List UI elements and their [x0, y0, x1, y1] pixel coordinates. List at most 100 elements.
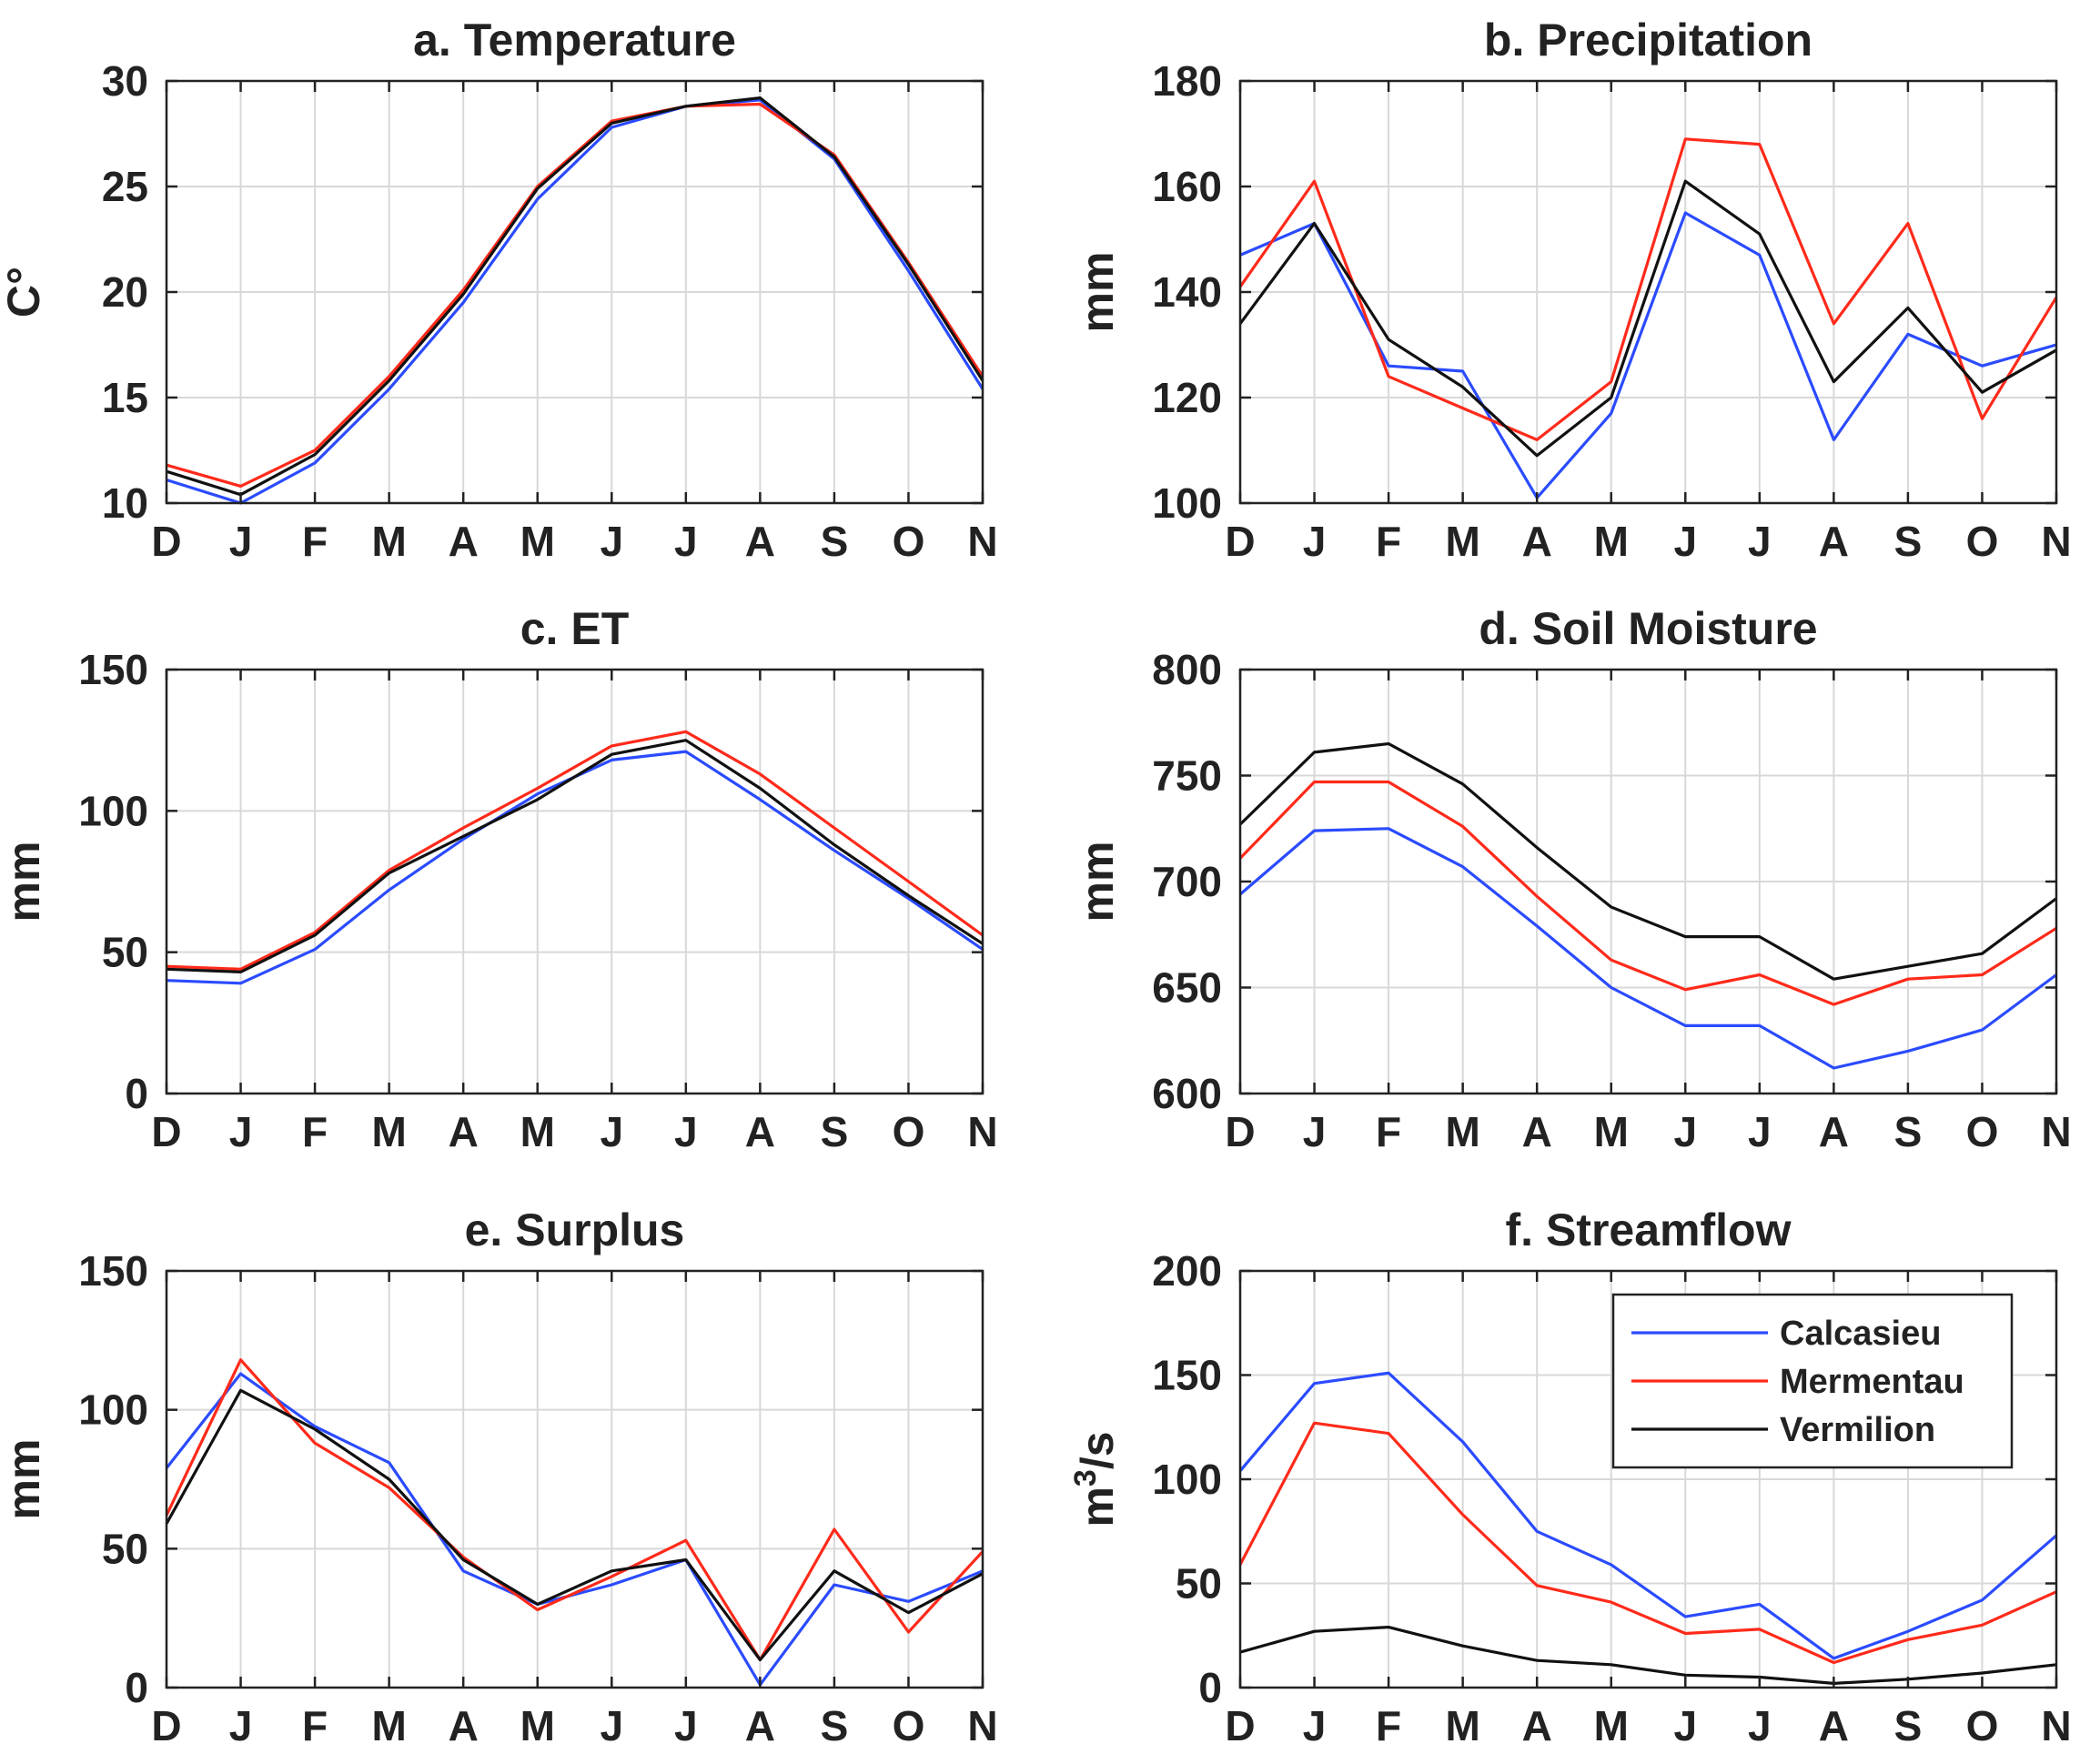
chart-title-b: b. Precipitation	[1484, 15, 1812, 66]
y-axis-label-e: mm	[0, 1439, 49, 1520]
series-line-mermentau-c	[166, 730, 984, 971]
x-tick-label-b: A	[1819, 518, 1849, 565]
series-line-vermilion-e	[165, 1388, 984, 1662]
x-tick-label-b: D	[1225, 518, 1255, 565]
x-tick-label-a: D	[151, 518, 181, 565]
chart-title-a: a. Temperature	[413, 15, 736, 66]
x-tick-label-c: A	[449, 1108, 479, 1155]
legend-label-vermilion: Vermilion	[1780, 1411, 1935, 1449]
y-tick-label-c: 100	[78, 787, 148, 834]
y-axis-label-c: mm	[0, 842, 49, 922]
x-tick-label-a: J	[229, 518, 253, 565]
x-tick-label-a: J	[600, 518, 623, 565]
chart-title-e: e. Surplus	[465, 1205, 685, 1255]
x-tick-label-e: F	[302, 1702, 328, 1749]
series-line-vermilion-f	[1239, 1625, 2057, 1686]
x-tick-label-b: N	[2041, 518, 2071, 565]
x-tick-label-a: F	[302, 518, 328, 565]
x-tick-label-a: S	[821, 518, 849, 565]
x-tick-label-b: J	[1303, 518, 1327, 565]
x-tick-label-e: O	[893, 1702, 925, 1749]
x-tick-label-b: O	[1966, 518, 1999, 565]
series-line-calcasieu-d	[1238, 827, 2057, 1070]
x-tick-label-e: D	[151, 1702, 181, 1749]
x-tick-label-b: S	[1894, 518, 1923, 565]
x-tick-label-f: F	[1376, 1702, 1401, 1749]
x-tick-label-f: J	[1303, 1702, 1327, 1749]
y-tick-label-f: 50	[1176, 1560, 1222, 1608]
x-tick-label-f: S	[1894, 1702, 1923, 1749]
legend: Calcasieu Mermentau Vermilion	[1611, 1293, 2014, 1469]
x-tick-label-f: J	[1748, 1702, 1772, 1749]
x-tick-label-e: A	[449, 1702, 479, 1749]
y-tick-label-a: 10	[102, 479, 148, 527]
y-axis-label-b: mm	[1072, 252, 1123, 333]
chart-title-c: c. ET	[520, 603, 629, 654]
x-tick-label-a: A	[745, 518, 775, 565]
x-tick-label-a: M	[520, 518, 555, 565]
x-tick-label-e: A	[745, 1702, 775, 1749]
series-line-calcasieu-f	[1238, 1371, 2058, 1660]
x-tick-label-f: N	[2041, 1702, 2071, 1749]
y-tick-label-d: 650	[1152, 964, 1222, 1012]
series-line-vermilion-c	[166, 739, 984, 974]
x-tick-label-c: S	[821, 1108, 849, 1155]
y-tick-label-f: 100	[1152, 1456, 1222, 1503]
x-tick-label-d: F	[1376, 1108, 1401, 1155]
x-tick-label-b: M	[1594, 518, 1629, 565]
x-tick-label-b: M	[1445, 518, 1479, 565]
series-line-mermentau-f	[1238, 1421, 2057, 1665]
y-tick-label-c: 150	[78, 646, 148, 693]
x-tick-label-a: A	[449, 518, 479, 565]
x-tick-label-f: A	[1819, 1702, 1849, 1749]
x-tick-label-f: M	[1594, 1702, 1629, 1749]
x-tick-label-d: S	[1894, 1108, 1923, 1155]
series-line-mermentau-e	[165, 1358, 984, 1662]
y-tick-label-e: 0	[125, 1664, 148, 1711]
series-line-calcasieu-e	[165, 1372, 984, 1687]
x-tick-label-b: J	[1673, 518, 1697, 565]
x-tick-label-f: J	[1673, 1702, 1697, 1749]
x-tick-label-b: J	[1748, 518, 1772, 565]
x-tick-label-f: D	[1225, 1702, 1255, 1749]
x-tick-label-d: A	[1819, 1108, 1849, 1155]
legend-label-calcasieu: Calcasieu	[1780, 1315, 1941, 1353]
y-tick-label-f: 0	[1198, 1664, 1222, 1711]
x-tick-label-f: O	[1966, 1702, 1999, 1749]
x-tick-label-d: J	[1673, 1108, 1697, 1155]
y-tick-label-b: 180	[1152, 57, 1222, 105]
x-tick-label-c: D	[151, 1108, 181, 1155]
y-tick-label-e: 150	[78, 1247, 148, 1295]
x-tick-label-a: J	[674, 518, 698, 565]
x-tick-label-e: J	[674, 1702, 698, 1749]
axes-box-e	[165, 1269, 984, 1689]
x-tick-label-e: S	[821, 1702, 849, 1749]
x-tick-label-a: N	[967, 518, 997, 565]
y-tick-label-b: 120	[1152, 374, 1222, 421]
x-tick-label-b: F	[1376, 518, 1401, 565]
x-tick-label-d: N	[2041, 1108, 2071, 1155]
y-tick-label-a: 30	[102, 57, 148, 105]
y-tick-label-e: 100	[78, 1386, 148, 1434]
x-tick-label-f: A	[1522, 1702, 1552, 1749]
y-tick-label-a: 20	[102, 268, 148, 316]
x-tick-label-c: J	[229, 1108, 253, 1155]
x-tick-label-b: A	[1522, 518, 1552, 565]
x-tick-label-e: J	[600, 1702, 623, 1749]
x-tick-label-c: M	[520, 1108, 555, 1155]
x-tick-label-f: M	[1445, 1702, 1479, 1749]
x-tick-label-e: M	[520, 1702, 555, 1749]
x-tick-label-e: N	[967, 1702, 997, 1749]
y-axis-label-f: m3/s	[1068, 1431, 1123, 1527]
x-tick-label-e: J	[229, 1702, 253, 1749]
y-tick-label-c: 0	[125, 1070, 148, 1117]
x-tick-label-a: O	[893, 518, 925, 565]
x-tick-label-c: O	[893, 1108, 925, 1155]
x-tick-label-a: M	[371, 518, 406, 565]
x-tick-label-e: M	[371, 1702, 406, 1749]
